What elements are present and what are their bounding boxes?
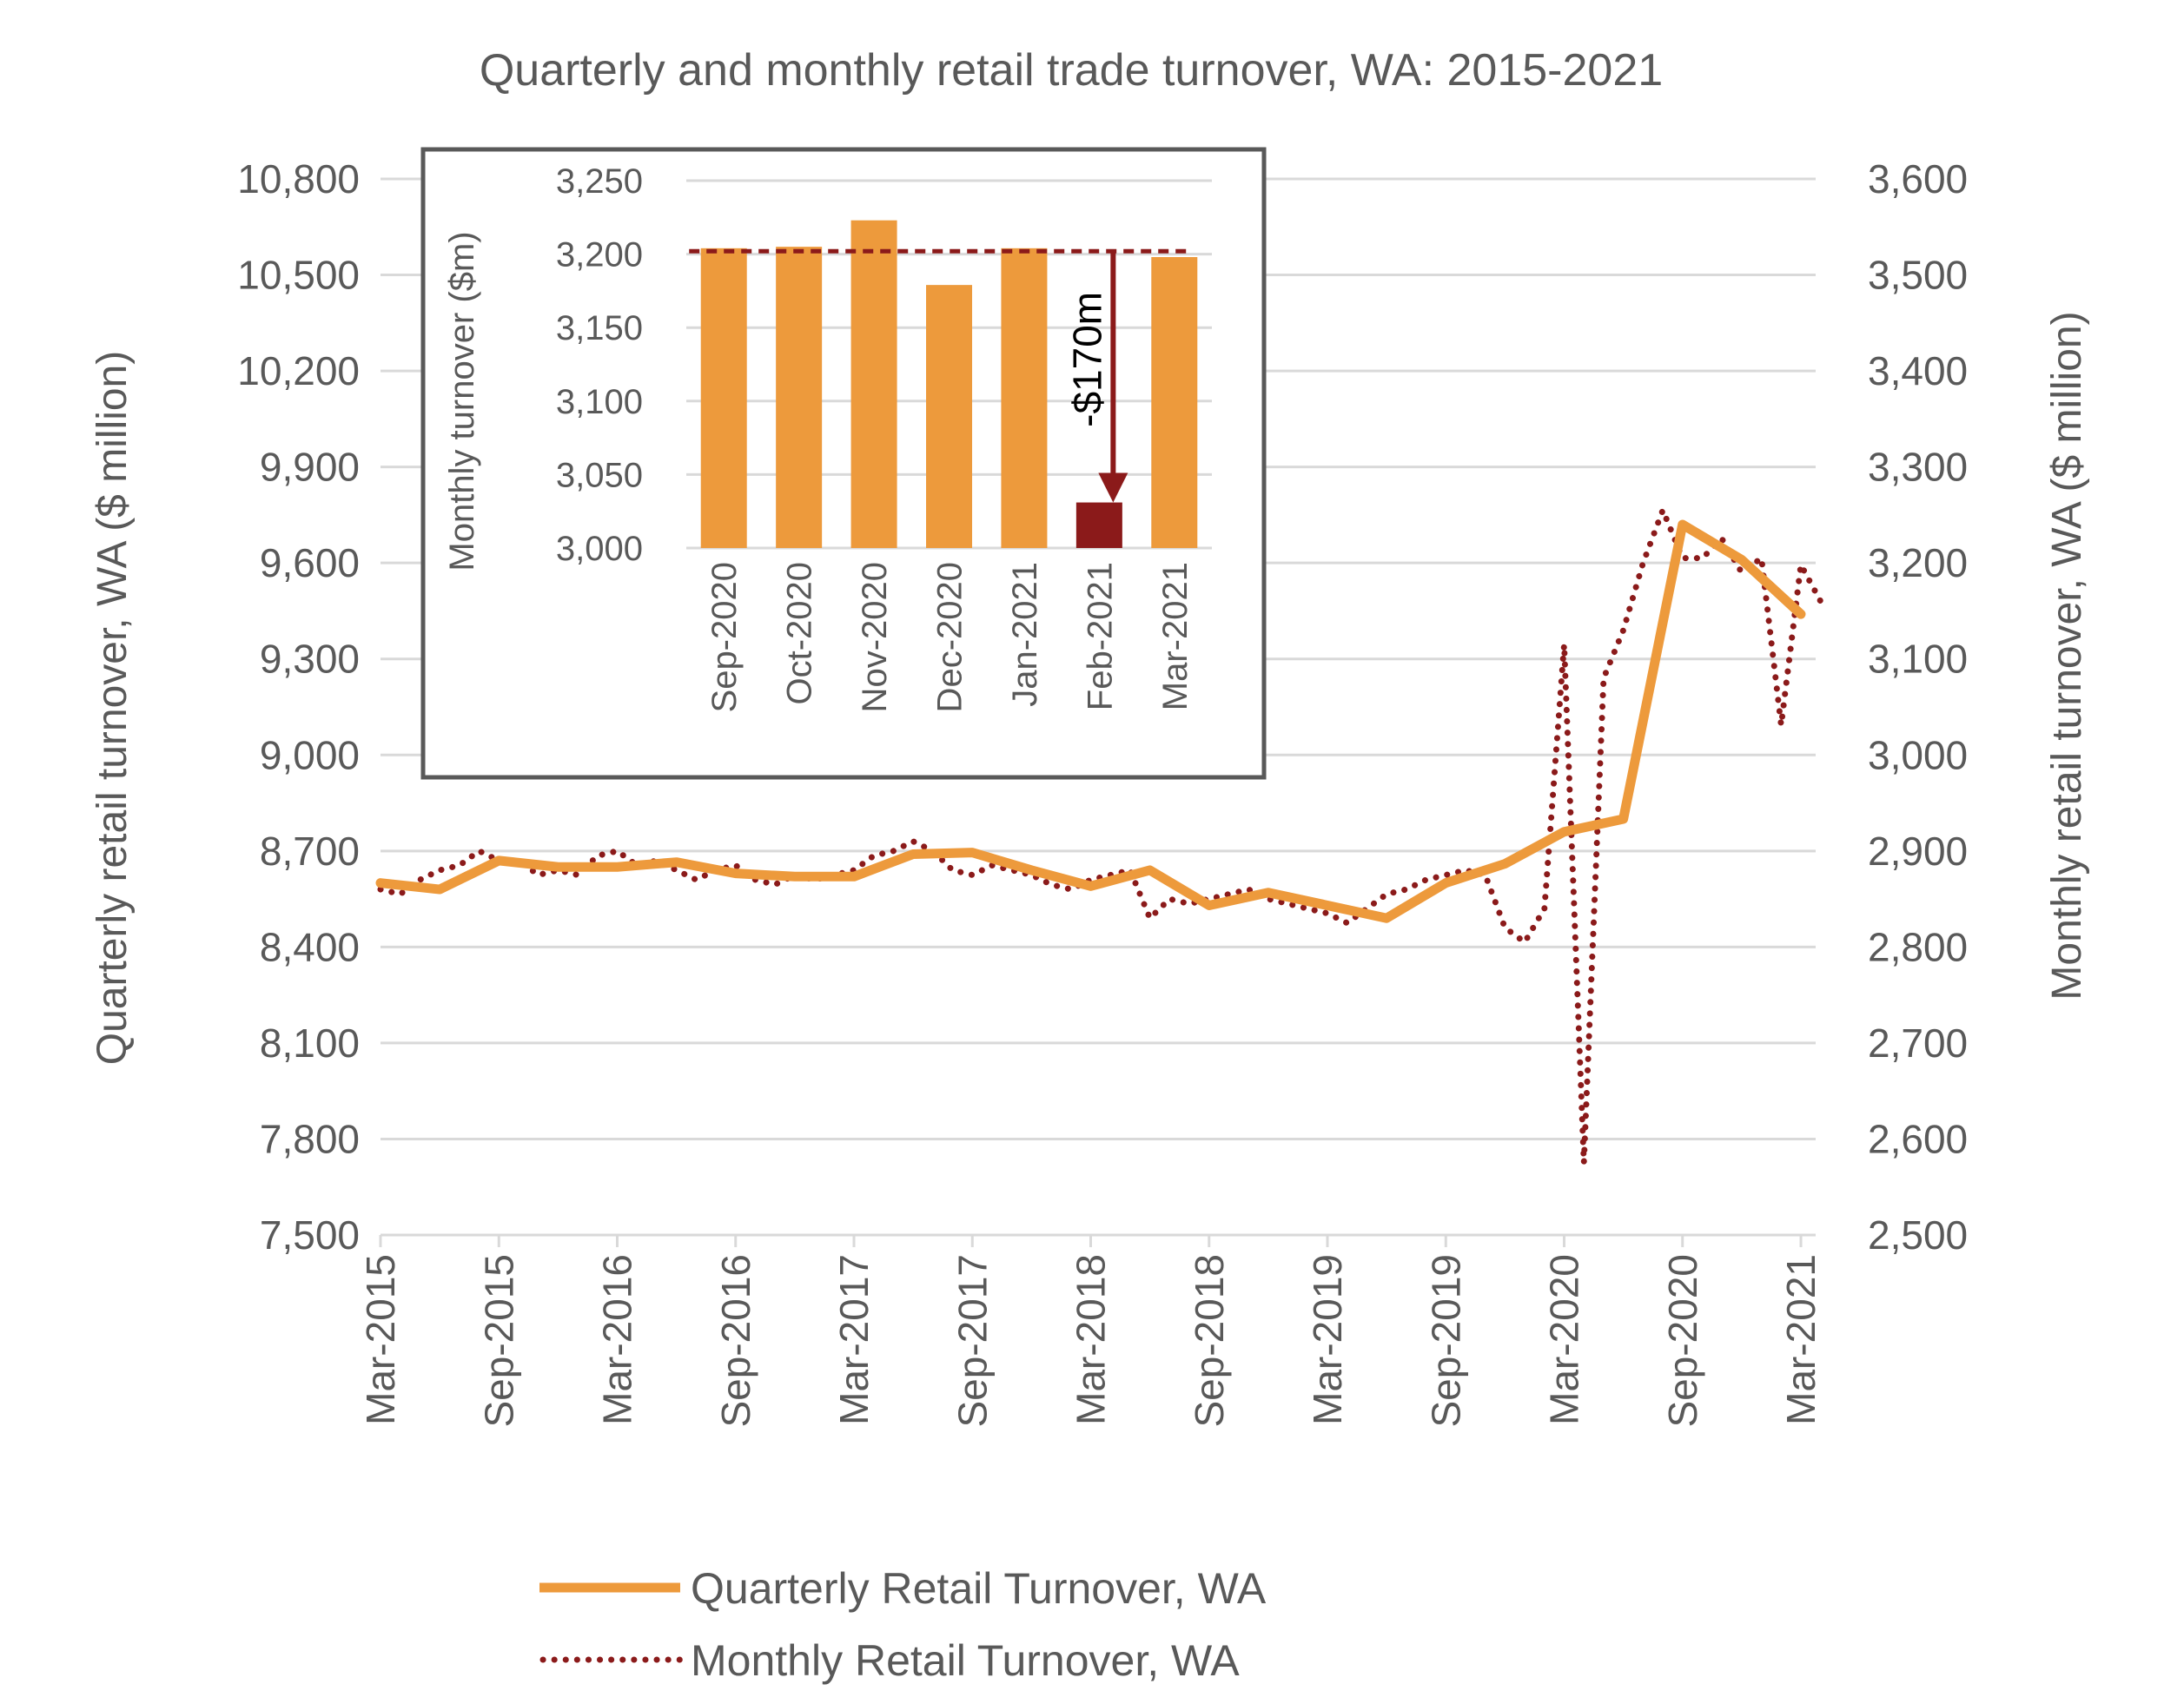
legend: Quarterly Retail Turnover, WA Monthly Re…	[539, 1564, 1267, 1685]
left-tick-label: 10,800	[237, 156, 360, 201]
chart-title: Quarterly and monthly retail trade turno…	[480, 45, 1663, 96]
right-tick-label: 3,600	[1868, 156, 1968, 201]
right-axis-ticks: 2,500 2,600 2,700 2,800 2,900 3,000 3,100 3,200…	[1868, 156, 1968, 1258]
x-tick-label: Sep-2018	[1187, 1254, 1232, 1428]
inset-x-tick-label: Mar-2021	[1156, 562, 1195, 710]
left-tick-label: 8,700	[260, 829, 360, 874]
left-tick-label: 8,400	[260, 924, 360, 969]
inset-x-tick-label: Nov-2020	[856, 562, 894, 712]
right-tick-label: 3,400	[1868, 348, 1968, 393]
inset-bar	[850, 220, 897, 548]
inset-bar	[926, 285, 972, 548]
x-tick-label: Mar-2016	[595, 1254, 640, 1425]
inset-x-tick-label: Sep-2020	[705, 562, 744, 712]
left-tick-label: 9,600	[260, 540, 360, 585]
inset-x-tick-label: Feb-2021	[1081, 562, 1119, 710]
inset-annotation: -$170m	[1064, 292, 1109, 427]
right-tick-label: 3,000	[1868, 732, 1968, 777]
right-tick-label: 3,100	[1868, 637, 1968, 682]
x-tick-label: Sep-2017	[950, 1254, 995, 1428]
left-tick-label: 7,500	[260, 1212, 360, 1258]
inset-bar	[1001, 248, 1048, 548]
left-tick-label: 10,500	[237, 253, 360, 298]
x-tick-label: Sep-2016	[713, 1254, 758, 1428]
inset-y-tick-label: 3,150	[556, 309, 643, 347]
right-axis-title: Monthly retail turnover, WA ($ million)	[2044, 311, 2090, 1000]
inset-y-tick-label: 3,100	[556, 383, 643, 421]
right-tick-label: 3,200	[1868, 540, 1968, 585]
x-tick-label: Sep-2015	[476, 1254, 521, 1428]
right-tick-label: 2,800	[1868, 924, 1968, 969]
inset-frame	[420, 147, 1267, 780]
monthly-series-line	[377, 501, 1824, 1164]
inset-bar	[1075, 502, 1122, 548]
x-tick-label: Mar-2017	[831, 1254, 877, 1425]
x-tick-label: Sep-2019	[1423, 1254, 1468, 1428]
inset-y-axis-title: Monthly turnover ($m)	[443, 231, 481, 571]
x-tick-label: Sep-2020	[1660, 1254, 1705, 1428]
right-tick-label: 3,500	[1868, 253, 1968, 298]
inset-bar	[776, 247, 823, 548]
left-tick-label: 10,200	[237, 348, 360, 393]
x-tick-label: Mar-2015	[358, 1254, 403, 1425]
arrow-head-icon	[1098, 472, 1128, 503]
inset-x-tick-label: Oct-2020	[781, 562, 819, 705]
inset-bar	[700, 248, 747, 548]
x-tick-label: Mar-2018	[1069, 1254, 1114, 1425]
right-tick-label: 3,300	[1868, 445, 1968, 490]
left-axis-title: Quarterly retail turnover, WA ($ million…	[89, 351, 136, 1065]
legend-quarterly-label: Quarterly Retail Turnover, WA	[691, 1564, 1267, 1613]
series-layer	[375, 501, 1824, 1164]
inset-bar	[1151, 256, 1198, 548]
x-axis-ticks: Mar-2015 Sep-2015 Mar-2016 Sep-2016 Mar-2017…	[358, 1235, 1823, 1428]
x-tick-label: Mar-2020	[1542, 1254, 1587, 1425]
left-tick-label: 9,900	[260, 445, 360, 490]
legend-monthly-label: Monthly Retail Turnover, WA	[691, 1636, 1240, 1685]
inset-y-tick-label: 3,000	[556, 530, 643, 568]
right-tick-label: 2,600	[1868, 1116, 1968, 1161]
inset-x-tick-label: Jan-2021	[1006, 562, 1044, 707]
left-tick-label: 8,100	[260, 1020, 360, 1066]
quarterly-series-line	[375, 519, 1806, 923]
right-tick-label: 2,700	[1868, 1020, 1968, 1066]
inset-chart: 3,000 3,050 3,100 3,150 3,200 3,250 Sep-2020 Oc…	[420, 147, 1267, 780]
inset-y-tick-label: 3,250	[556, 162, 643, 201]
x-tick-label: Mar-2019	[1305, 1254, 1350, 1425]
left-tick-label: 7,800	[260, 1116, 360, 1161]
right-tick-label: 2,500	[1868, 1212, 1968, 1258]
left-tick-label: 9,000	[260, 732, 360, 777]
inset-x-tick-label: Dec-2020	[931, 562, 970, 712]
left-axis-ticks: 7,500 7,800 8,100 8,400 8,700 9,000 9,300 9,600…	[237, 156, 360, 1258]
inset-y-tick-label: 3,050	[556, 456, 643, 494]
left-tick-label: 9,300	[260, 637, 360, 682]
x-tick-label: Mar-2021	[1778, 1254, 1823, 1425]
inset-y-tick-label: 3,200	[556, 236, 643, 274]
right-tick-label: 2,900	[1868, 829, 1968, 874]
